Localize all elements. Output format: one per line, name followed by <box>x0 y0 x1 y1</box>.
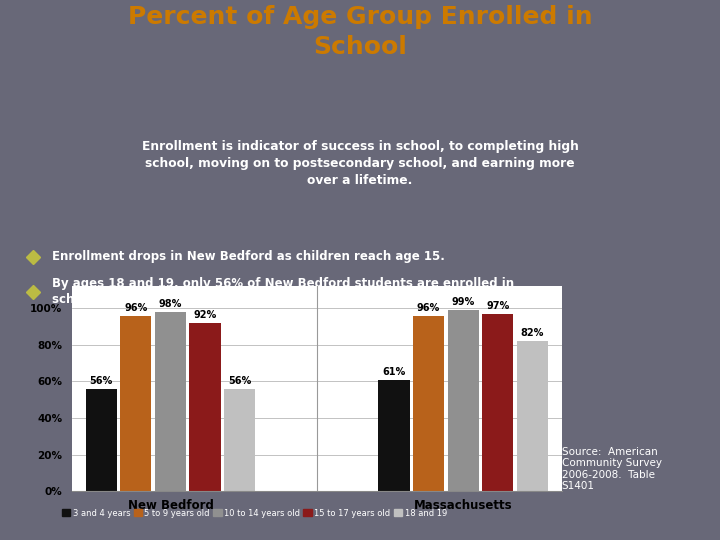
Text: 99%: 99% <box>451 297 474 307</box>
Bar <box>379 380 410 491</box>
Bar <box>189 323 220 491</box>
Text: 97%: 97% <box>486 301 509 311</box>
Bar <box>448 310 479 491</box>
Bar <box>482 314 513 491</box>
Bar <box>517 341 548 491</box>
Bar <box>120 315 151 491</box>
Text: Enrollment drops in New Bedford as children reach age 15.: Enrollment drops in New Bedford as child… <box>52 250 444 263</box>
Text: 96%: 96% <box>417 303 440 313</box>
Text: 56%: 56% <box>90 376 113 386</box>
Text: 96%: 96% <box>125 303 148 313</box>
Bar <box>224 389 255 491</box>
Text: Percent of Age Group Enrolled in
School: Percent of Age Group Enrolled in School <box>127 5 593 59</box>
Text: Source:  American
Community Survey
2006-2008.  Table
S1401: Source: American Community Survey 2006-2… <box>562 447 662 491</box>
Bar <box>413 315 444 491</box>
Text: Enrollment is indicator of success in school, to completing high
school, moving : Enrollment is indicator of success in sc… <box>142 140 578 187</box>
Text: 82%: 82% <box>521 328 544 339</box>
Bar <box>155 312 186 491</box>
Text: By ages 18 and 19, only 56% of New Bedford students are enrolled in
school compa: By ages 18 and 19, only 56% of New Bedfo… <box>52 277 514 306</box>
Bar <box>86 389 117 491</box>
Text: 61%: 61% <box>382 367 405 377</box>
Text: 98%: 98% <box>159 299 182 309</box>
Legend: 3 and 4 years, 5 to 9 years old, 10 to 14 years old, 15 to 17 years old, 18 and : 3 and 4 years, 5 to 9 years old, 10 to 1… <box>62 509 447 517</box>
Text: 92%: 92% <box>194 310 217 320</box>
Text: 56%: 56% <box>228 376 251 386</box>
